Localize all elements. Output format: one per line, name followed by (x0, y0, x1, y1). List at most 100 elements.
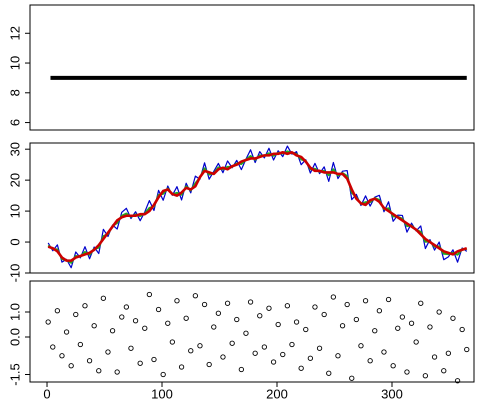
series-line (47, 145, 468, 269)
point (372, 328, 378, 334)
y-tick-label: 20 (7, 173, 22, 187)
point (238, 366, 245, 373)
point (390, 363, 396, 369)
point (243, 330, 249, 336)
point (381, 349, 387, 355)
point (413, 339, 419, 345)
point (132, 318, 139, 324)
y-tick-label: 0.0 (7, 328, 22, 346)
point (109, 328, 116, 334)
point (362, 298, 369, 304)
point (234, 316, 240, 323)
y-tick-label: 8 (7, 89, 22, 96)
point (54, 308, 61, 314)
x-tick-label: 300 (381, 386, 403, 401)
point (63, 329, 70, 335)
x-tick-label: 200 (266, 386, 288, 401)
point (45, 319, 51, 325)
y-tick-label: -10 (7, 264, 22, 283)
point (188, 348, 194, 354)
point (128, 345, 134, 351)
point (441, 368, 447, 374)
point (100, 295, 107, 301)
y-tick-label: 6 (7, 119, 22, 126)
point (59, 353, 65, 359)
panel-frame (29, 280, 475, 383)
y-tick-label: 0 (7, 238, 22, 245)
point (316, 345, 323, 351)
point (174, 298, 180, 304)
point (307, 355, 314, 361)
point (151, 356, 157, 363)
point (293, 319, 300, 325)
point (326, 370, 332, 376)
point (73, 311, 79, 318)
point (91, 323, 97, 329)
point (367, 358, 373, 364)
point (303, 326, 309, 333)
point (284, 303, 291, 309)
y-tick-label: 30 (7, 142, 22, 156)
point (270, 359, 277, 365)
point (114, 369, 120, 375)
panel-frame (29, 4, 475, 131)
point (289, 341, 295, 348)
point (160, 371, 166, 378)
point (142, 325, 148, 331)
point (358, 343, 364, 349)
point (464, 346, 470, 353)
point (197, 343, 203, 349)
point (247, 299, 254, 305)
point (280, 351, 286, 358)
point (155, 306, 162, 313)
point (385, 296, 392, 303)
point (459, 326, 465, 333)
series-line (47, 150, 467, 264)
point (395, 325, 401, 331)
point (165, 320, 171, 326)
y-tick-label: 12 (7, 26, 22, 40)
point (215, 310, 222, 316)
point (312, 304, 318, 310)
point (349, 375, 355, 381)
point (82, 303, 88, 309)
point (77, 341, 84, 348)
point (454, 378, 461, 384)
point (211, 324, 217, 330)
point (376, 308, 383, 314)
point (344, 301, 350, 308)
point (220, 354, 226, 360)
point (50, 344, 56, 350)
point (201, 301, 208, 308)
point (445, 350, 452, 356)
point (399, 314, 406, 320)
point (257, 313, 263, 319)
point (178, 364, 185, 370)
point (330, 294, 337, 300)
point (105, 349, 111, 355)
point (321, 311, 327, 318)
x-tick-label: 0 (43, 386, 50, 401)
point (408, 320, 415, 326)
point (137, 360, 143, 366)
point (96, 368, 102, 374)
point (353, 316, 360, 323)
point (436, 309, 442, 315)
point (146, 291, 153, 298)
series-line (47, 150, 468, 262)
point (123, 304, 130, 310)
point (261, 344, 268, 350)
point (192, 293, 199, 299)
y-tick-label: 10 (7, 204, 22, 218)
point (404, 369, 410, 375)
point (422, 373, 429, 379)
point (298, 365, 304, 371)
panel-frame (29, 142, 475, 274)
point (224, 300, 231, 306)
point (266, 305, 272, 311)
point (229, 340, 235, 346)
point (86, 358, 93, 364)
point (418, 300, 424, 306)
point (68, 363, 74, 369)
